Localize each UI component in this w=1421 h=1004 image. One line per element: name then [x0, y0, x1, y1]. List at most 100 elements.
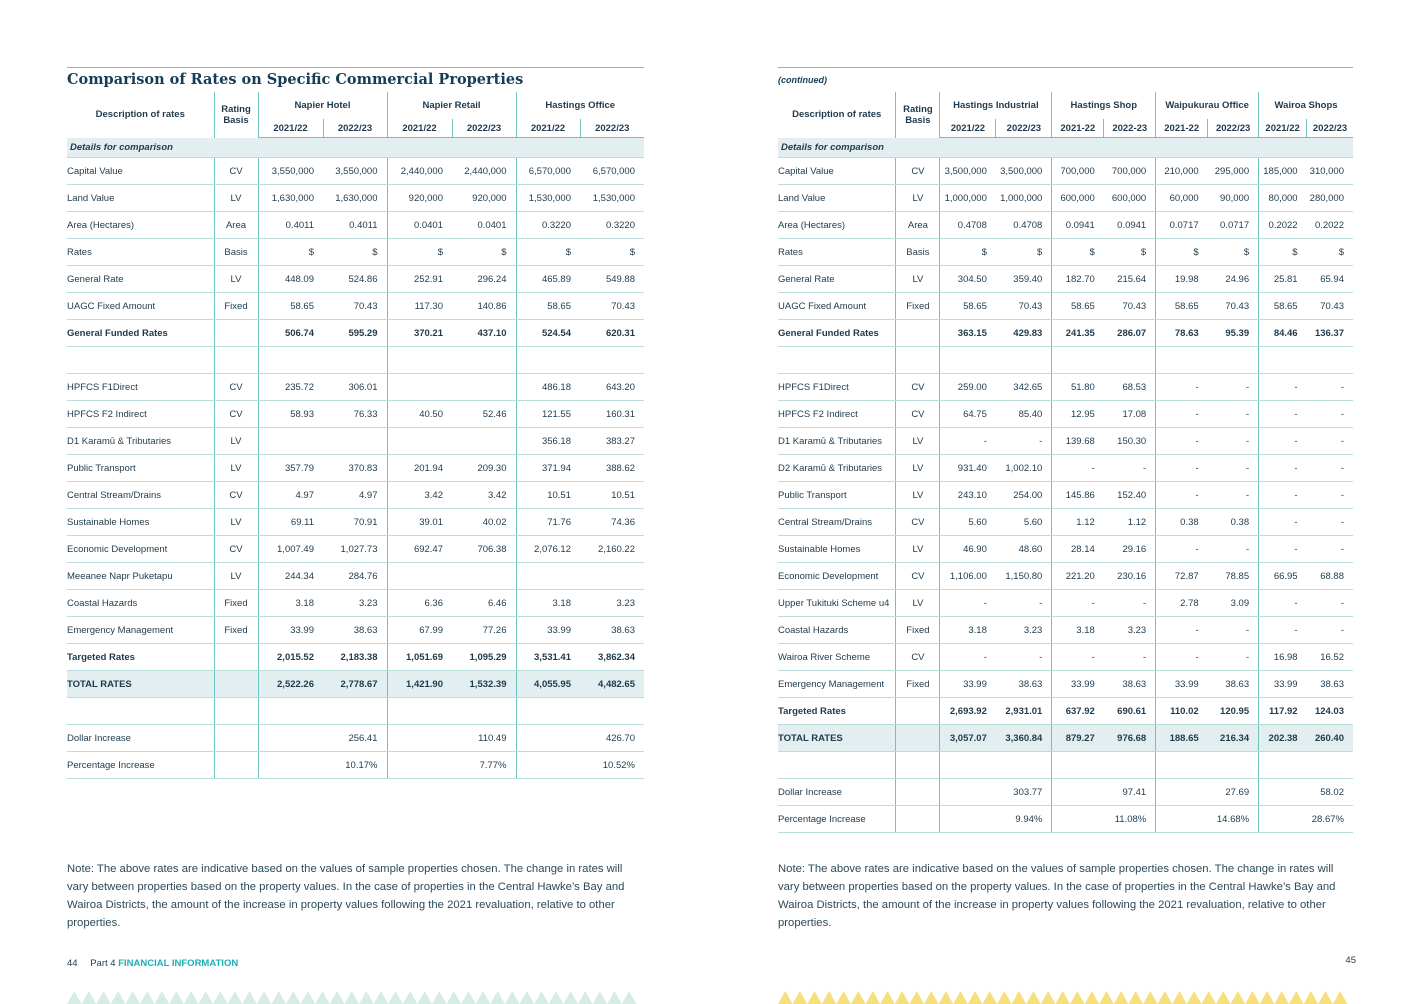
- rating-basis: LV: [213, 508, 258, 536]
- rate-value: 85.40: [995, 400, 1052, 428]
- rate-value: $: [939, 238, 996, 266]
- row-label: D1 Karamū & Tributaries: [778, 427, 896, 455]
- rating-basis: [895, 724, 940, 752]
- row-label: [778, 751, 896, 779]
- group-header: Napier Retail: [386, 92, 516, 119]
- triangle-shape: [1026, 991, 1041, 1004]
- rate-value: [323, 697, 387, 725]
- rate-value: 6.46: [452, 589, 516, 617]
- rate-value: 33.99: [939, 670, 996, 698]
- row-label: Dollar Increase: [778, 778, 896, 806]
- page-number: 44: [67, 958, 78, 969]
- rate-value: [995, 751, 1052, 779]
- rate-value: 40.50: [386, 400, 452, 428]
- rate-value: 3,550,000: [257, 157, 323, 185]
- rate-value: -: [1103, 643, 1156, 671]
- rate-value: 363.15: [939, 319, 996, 347]
- row-label: Capital Value: [67, 157, 214, 185]
- row-label: Rates: [778, 238, 896, 266]
- rate-value: $: [580, 238, 644, 266]
- rate-value: 304.50: [939, 265, 996, 293]
- page-number: 45: [1345, 955, 1356, 966]
- rating-basis: Basis: [213, 238, 258, 266]
- rate-value: 209.30: [452, 454, 516, 482]
- row-label: Land Value: [67, 184, 214, 212]
- rate-value: 2,183.38: [323, 643, 387, 671]
- triangle-shape: [446, 991, 462, 1004]
- rate-value: -: [1103, 454, 1156, 482]
- rate-value: 2.78: [1155, 589, 1208, 617]
- rate-value: 920,000: [452, 184, 516, 212]
- increase-value: 426.70: [515, 724, 644, 752]
- increase-value: 7.77%: [386, 751, 516, 779]
- rate-value: [1051, 346, 1104, 374]
- row-label: Rates: [67, 238, 214, 266]
- rating-basis: Basis: [895, 238, 940, 266]
- triangle-shape: [1332, 991, 1348, 1004]
- rate-value: 6,570,000: [515, 157, 580, 185]
- rate-value: 286.07: [1103, 319, 1156, 347]
- rate-value: [452, 427, 516, 455]
- rating-basis: LV: [213, 265, 258, 293]
- rate-value: 38.63: [323, 616, 387, 644]
- rate-value: 33.99: [1258, 670, 1307, 698]
- rating-basis: Area: [213, 211, 258, 239]
- rate-value: 70.91: [323, 508, 387, 536]
- rate-value: -: [1258, 589, 1307, 617]
- rate-value: -: [1258, 454, 1307, 482]
- title-rule: [778, 67, 1353, 68]
- title-rule: [67, 67, 644, 68]
- group-header: Napier Hotel: [257, 92, 387, 119]
- rate-value: 3.23: [580, 589, 644, 617]
- rate-value: -: [939, 643, 996, 671]
- rate-value: 182.70: [1051, 265, 1104, 293]
- group-header: Wairoa Shops: [1258, 92, 1353, 119]
- row-label: General Funded Rates: [67, 319, 214, 347]
- rate-value: [1051, 751, 1104, 779]
- rate-value: 0.4011: [257, 211, 323, 239]
- triangle-shape: [578, 991, 593, 1004]
- row-label: Public Transport: [778, 481, 896, 509]
- table-row: Area (Hectares) Area 0.4708 0.4708 0.0941 0.0…: [778, 211, 1353, 239]
- rate-value: 0.38: [1207, 508, 1259, 536]
- rate-value: 4.97: [257, 481, 323, 509]
- table-row: [778, 346, 1353, 374]
- triangle-shape: [154, 991, 170, 1004]
- rate-value: -: [1306, 427, 1353, 455]
- row-label: Targeted Rates: [778, 697, 896, 725]
- rate-value: 2,440,000: [452, 157, 516, 185]
- triangle-shape: [821, 991, 837, 1004]
- rating-basis: [213, 697, 258, 725]
- rate-value: 3,862.34: [580, 643, 644, 671]
- rate-value: 506.74: [257, 319, 323, 347]
- rate-value: [515, 697, 580, 725]
- rate-value: [257, 427, 323, 455]
- table-row: Land Value LV 1,000,000 1,000,000 600,000 600…: [778, 184, 1353, 212]
- table-row: UAGC Fixed Amount Fixed 58.65 70.43 58.65 70.…: [778, 292, 1353, 320]
- table-row: HPFCS F2 Indirect CV 58.93 76.33 40.50 52.46 1…: [67, 400, 644, 428]
- rate-value: -: [1258, 427, 1307, 455]
- rate-value: 692.47: [386, 535, 452, 563]
- rate-value: $: [386, 238, 452, 266]
- rate-value: 78.85: [1207, 562, 1259, 590]
- row-label: TOTAL RATES: [67, 670, 214, 698]
- rate-value: 620.31: [580, 319, 644, 347]
- row-label: Meeanee Napr Puketapu: [67, 562, 214, 590]
- table-row: Rates Basis $ $ $ $ $ $: [67, 238, 644, 266]
- triangle-shape: [1113, 991, 1129, 1004]
- rate-value: 1.12: [1051, 508, 1104, 536]
- triangle-shape: [1070, 991, 1085, 1004]
- rating-basis: [895, 805, 940, 833]
- rates-table-right: Description of rates Rating Basis Hastings…: [778, 92, 1353, 833]
- rate-value: 136.37: [1306, 319, 1353, 347]
- table-row: Public Transport LV 357.79 370.83 201.94 209.…: [67, 454, 644, 482]
- rating-basis: CV: [213, 373, 258, 401]
- rate-value: 931.40: [939, 454, 996, 482]
- rate-value: [1103, 751, 1156, 779]
- row-label: [778, 346, 896, 374]
- rate-value: 359.40: [995, 265, 1052, 293]
- triangle-shape: [286, 991, 301, 1004]
- rate-value: -: [1155, 454, 1208, 482]
- rate-value: -: [1258, 616, 1307, 644]
- rating-basis: LV: [213, 454, 258, 482]
